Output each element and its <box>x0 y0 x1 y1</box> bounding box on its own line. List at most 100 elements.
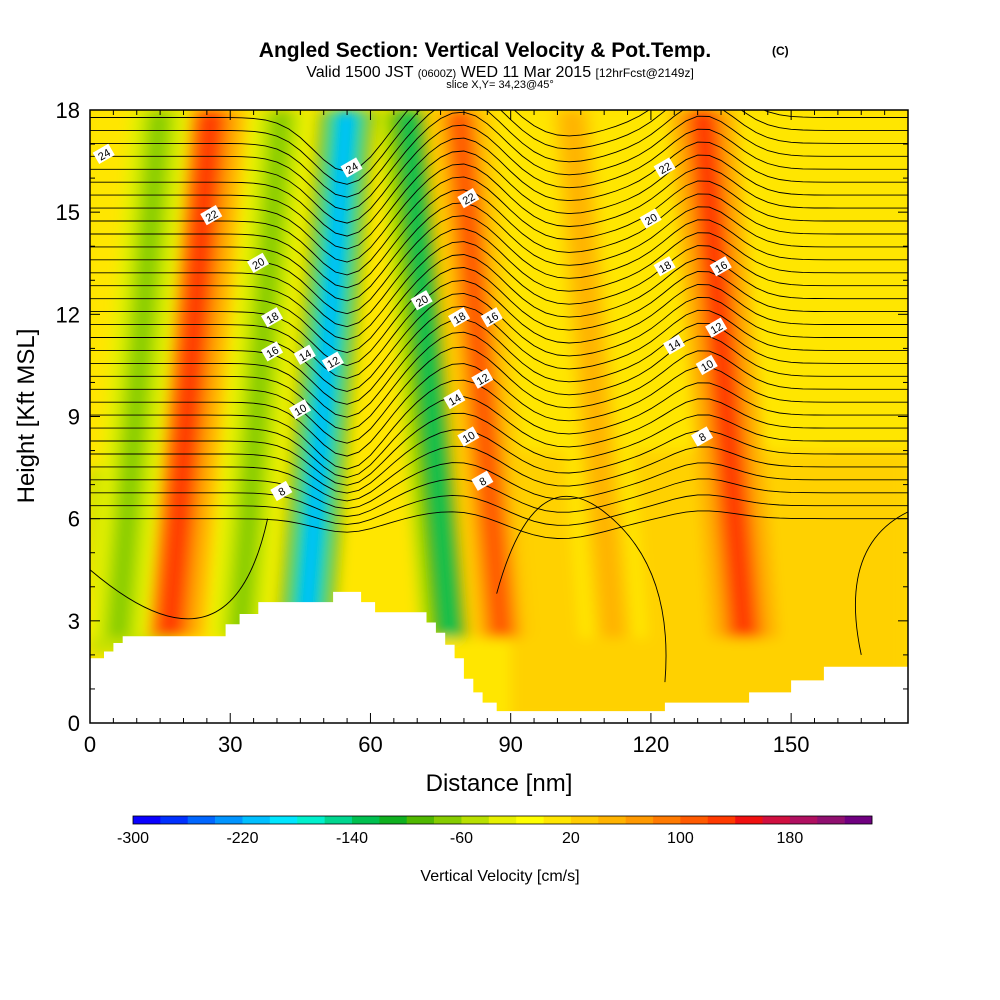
contour-label-bg <box>691 426 714 447</box>
y-tick-label: 9 <box>68 405 80 430</box>
contour-label-bg <box>457 187 480 209</box>
contour-label-bg <box>653 157 676 178</box>
x-axis-label: Distance [nm] <box>426 770 573 797</box>
theta-contour-line-17 <box>90 254 908 353</box>
contour-label-3: 18 <box>261 307 284 328</box>
colorbar-swatch <box>625 816 654 824</box>
y-tick-label: 0 <box>68 711 80 736</box>
colorbar-swatch <box>570 816 599 824</box>
theta-contour-line-7 <box>90 396 908 478</box>
theta-contour-line-28 <box>90 111 908 211</box>
contour-label-text: 8 <box>477 475 488 488</box>
x-axis: 0 30 60 90 120 150 <box>84 110 909 757</box>
colorbar-swatch <box>324 816 353 824</box>
subtitle-utc: (0600Z) <box>418 68 457 80</box>
theta-contour-line-29 <box>90 110 908 198</box>
contour-label-text: 12 <box>325 355 342 372</box>
contour-label-25: 8 <box>691 426 714 447</box>
y-axis-label: Height [Kft MSL] <box>13 329 40 504</box>
colorbar <box>132 815 873 825</box>
theta-contour-line-8 <box>90 379 908 470</box>
theta-contour-line-25 <box>90 150 908 250</box>
colorbar-swatch <box>817 816 845 824</box>
theta-contour-line-27 <box>90 124 908 224</box>
contour-label-20: 18 <box>653 256 676 277</box>
contour-label-7: 10 <box>289 399 312 420</box>
colorbar-swatch <box>406 816 435 824</box>
contour-label-text: 10 <box>461 430 478 447</box>
contour-label-bg <box>471 470 494 491</box>
theta-contour-line-5 <box>90 429 908 494</box>
contour-label-bg <box>443 388 466 410</box>
colorbar-tick-label: -140 <box>336 830 368 847</box>
contour-label-text: 24 <box>96 147 113 164</box>
theta-contour-line-18 <box>90 241 908 341</box>
colorbar-swatch <box>434 816 462 824</box>
chart-title-unit: (C) <box>772 44 789 58</box>
y-tick-label: 18 <box>56 98 80 123</box>
contour-label-15: 12 <box>471 368 494 389</box>
x-tick-label: 30 <box>218 732 242 757</box>
contour-label-bg <box>695 354 718 376</box>
colorbar-ticks: -300 -220 -140 -60 20 100 180 <box>117 830 803 847</box>
colorbar-swatch <box>516 816 544 824</box>
contour-label-19: 20 <box>639 208 662 229</box>
contour-label-bg <box>270 480 293 502</box>
colorbar-frame <box>132 815 873 825</box>
contour-label-23: 12 <box>705 317 728 338</box>
contour-label-13: 16 <box>480 307 503 328</box>
contour-labels: 24 22 20 18 16 14 12 10 8 24 22 20 18 16 14 12 10 8 22 20 18… <box>92 143 732 502</box>
contour-label-text: 22 <box>657 161 674 178</box>
slice-label: slice X,Y= 34,23@45° <box>446 79 554 91</box>
theta-contour-line-30 <box>90 110 908 185</box>
contour-label-16: 10 <box>457 426 480 447</box>
contour-label-6: 12 <box>321 351 344 372</box>
contour-label-bg <box>663 334 686 355</box>
velocity-band-7-layer-2 <box>692 110 755 638</box>
colorbar-swatch <box>789 816 818 824</box>
contour-label-text: 14 <box>666 338 683 355</box>
subtitle-date: WED 11 Mar 2015 <box>461 64 592 81</box>
contour-label-text: 12 <box>475 372 492 389</box>
theta-contour-line-20 <box>90 215 908 315</box>
contour-label-text: 16 <box>264 344 281 361</box>
y-tick-label: 6 <box>68 507 80 532</box>
contour-label-text: 24 <box>344 161 361 178</box>
colorbar-swatch <box>351 816 380 824</box>
theta-contour-line-23 <box>90 176 908 276</box>
vertical-velocity-field <box>90 110 908 723</box>
contour-label-text: 20 <box>250 256 267 273</box>
colorbar-label: Vertical Velocity [cm/s] <box>420 868 579 885</box>
chart-title: Angled Section: Vertical Velocity & Pot.… <box>259 39 711 62</box>
x-tick-label: 90 <box>498 732 522 757</box>
colorbar-swatch <box>297 816 325 824</box>
contour-label-bg <box>653 256 676 277</box>
contour-label-text: 10 <box>292 402 309 419</box>
colorbar-tick-label: -300 <box>117 830 149 847</box>
contour-label-bg <box>709 256 732 277</box>
contour-label-18: 22 <box>653 157 676 178</box>
contour-label-bg <box>321 351 344 372</box>
contour-label-5: 14 <box>293 344 316 365</box>
theta-contour-low-right <box>855 511 908 655</box>
colorbar-swatch <box>598 816 626 824</box>
contour-label-9: 24 <box>340 157 363 178</box>
colorbar-swatch <box>735 816 763 824</box>
contour-label-11: 20 <box>410 290 433 311</box>
colorbar-swatch <box>242 816 271 824</box>
colorbar-swatch <box>379 816 408 824</box>
plot-area: 24 22 20 18 16 14 12 10 8 24 22 20 18 16 14 12 10 8 22 20 18… <box>90 110 908 723</box>
colorbar-tick-label: 20 <box>562 830 580 847</box>
x-tick-label: 60 <box>358 732 382 757</box>
subtitle-valid-time: Valid 1500 JST <box>306 64 414 81</box>
theta-contour-line-22 <box>90 189 908 289</box>
contour-label-text: 16 <box>713 259 730 276</box>
contour-label-bg <box>705 317 728 338</box>
colorbar-tick-label: 100 <box>667 830 694 847</box>
contour-label-17: 8 <box>471 470 494 491</box>
contour-label-text: 18 <box>451 310 468 327</box>
colorbar-swatch <box>160 816 189 824</box>
y-tick-label: 12 <box>56 302 80 327</box>
colorbar-tick-label: -60 <box>450 830 473 847</box>
